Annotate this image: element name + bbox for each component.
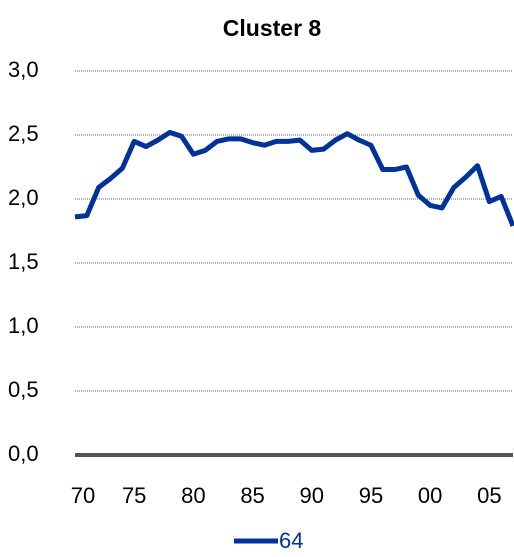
y-tick-label: 1,0: [8, 313, 39, 338]
x-tick-label: 80: [181, 483, 205, 508]
x-tick-label: 05: [477, 483, 501, 508]
y-tick-label: 0,5: [8, 377, 39, 402]
y-tick-label: 2,5: [8, 121, 39, 146]
x-tick-label: 00: [418, 483, 442, 508]
chart-title: Cluster 8: [223, 15, 322, 41]
y-tick-label: 2,0: [8, 185, 39, 210]
legend-label: 64: [279, 528, 303, 553]
x-tick-label: 75: [122, 483, 146, 508]
y-tick-label: 0,0: [8, 441, 39, 466]
x-tick-label: 70: [71, 483, 95, 508]
x-tick-label: 95: [359, 483, 383, 508]
y-tick-label: 3,0: [8, 57, 39, 82]
data-line: [74, 129, 514, 227]
x-tick-label: 85: [240, 483, 264, 508]
x-tick-label: 90: [300, 483, 324, 508]
y-tick-label: 1,5: [8, 249, 39, 274]
